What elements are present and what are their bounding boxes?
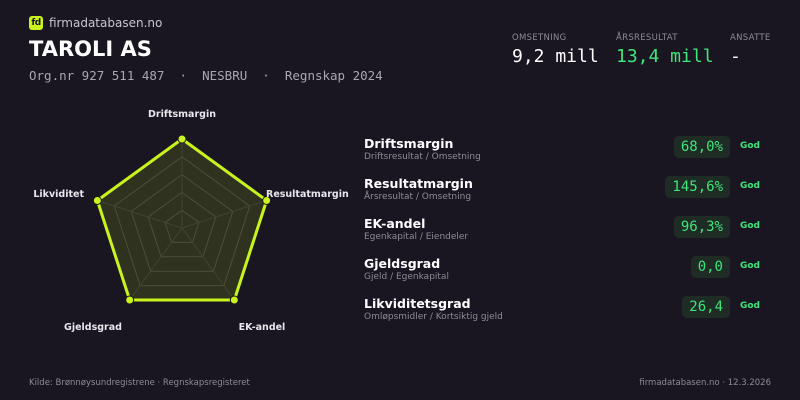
ratio-name: Likviditetsgrad	[364, 296, 471, 311]
radar-axis-line	[97, 200, 183, 229]
kpi-label: OMSETNING	[512, 33, 567, 43]
ratio-formula: Driftsresultat / Omsetning	[364, 152, 481, 162]
radar-chart: Driftsmargin Resultatmargin EK-andel Gjelds…	[33, 109, 349, 333]
ratio-name: Driftsmargin	[364, 136, 454, 151]
company-name: TAROLI AS	[29, 37, 152, 61]
radar-data-point	[92, 195, 102, 205]
brand: fd firmadatabasen.no	[29, 16, 162, 30]
ratio-list: Driftsmargin Driftsresultat / Omsetning …	[364, 136, 774, 336]
radar-data-point	[177, 134, 187, 144]
ratio-value: 96,3%	[673, 216, 730, 238]
ratio-row: Driftsmargin Driftsresultat / Omsetning …	[364, 136, 774, 176]
company-subtitle: Org.nr 927 511 487 · NESBRU · Regnskap 2…	[29, 68, 383, 83]
radar-data-point	[262, 195, 272, 205]
kpi-arsresultat: ÅRSRESULTAT 13,4 mill	[616, 33, 714, 67]
kpi-value: -	[730, 46, 741, 67]
kpi-label: ANSATTE	[730, 33, 771, 43]
brand-name: firmadatabasen.no	[49, 16, 163, 30]
kpi-label: ÅRSRESULTAT	[616, 33, 678, 43]
radar-data-area	[95, 137, 269, 302]
ratio-value: 0,0	[690, 256, 730, 278]
ratio-rating-badge: God	[739, 221, 760, 231]
ratio-row: Likviditetsgrad Omløpsmidler / Kortsikti…	[364, 296, 774, 336]
ratio-formula: Egenkapital / Eiendeler	[364, 232, 469, 242]
ratio-rating-badge: God	[739, 301, 760, 311]
ratio-row: EK-andel Egenkapital / Eiendeler 96,3% G…	[364, 216, 774, 256]
ratio-row: Resultatmargin Årsresultat / Omsetning 1…	[364, 176, 774, 216]
radar-axis-label: Driftsmargin	[148, 109, 216, 120]
kpi-omsetning: OMSETNING 9,2 mill	[512, 33, 599, 67]
ratio-name: EK-andel	[364, 216, 426, 231]
radar-axis-label: Resultatmargin	[266, 189, 349, 200]
radar-axis-label: Likviditet	[33, 189, 84, 200]
ratio-value: 68,0%	[673, 136, 730, 158]
radar-data-point	[229, 295, 239, 305]
kpi-summary: OMSETNING 9,2 mill ÅRSRESULTAT 13,4 mill…	[512, 33, 770, 73]
radar-grid-ring	[113, 156, 251, 287]
radar-axis-label: Gjeldsgrad	[64, 322, 122, 333]
footer-source: Kilde: Brønnøysundregistrene · Regnskaps…	[29, 378, 250, 388]
radar-grid-ring	[164, 209, 200, 243]
ratio-name: Resultatmargin	[364, 176, 473, 191]
ratio-formula: Gjeld / Egenkapital	[364, 272, 449, 282]
logo-icon: fd	[29, 16, 43, 30]
kpi-value: 9,2 mill	[512, 46, 599, 67]
ratio-value: 145,6%	[665, 176, 730, 198]
radar-axis-label: EK-andel	[239, 322, 286, 333]
kpi-value: 13,4 mill	[616, 46, 714, 67]
ratio-rating-badge: God	[739, 181, 760, 191]
radar-data-point	[125, 295, 135, 305]
kpi-ansatte: ANSATTE -	[730, 33, 771, 67]
ratio-formula: Årsresultat / Omsetning	[364, 192, 472, 202]
ratio-rating-badge: God	[739, 141, 760, 151]
radar-axis-line	[181, 200, 267, 229]
radar-grid-ring	[130, 173, 234, 272]
radar-axis-line	[181, 227, 235, 301]
radar-grid-ring	[147, 191, 217, 258]
footer-site-date: firmadatabasen.no · 12.3.2026	[639, 378, 771, 388]
ratio-formula: Omløpsmidler / Kortsiktig gjeld	[364, 312, 503, 322]
radar-axis-line	[129, 227, 183, 301]
ratio-row: Gjeldsgrad Gjeld / Egenkapital 0,0 God	[364, 256, 774, 296]
ratio-name: Gjeldsgrad	[364, 256, 441, 271]
ratio-value: 26,4	[682, 296, 730, 318]
ratio-rating-badge: God	[739, 261, 760, 271]
